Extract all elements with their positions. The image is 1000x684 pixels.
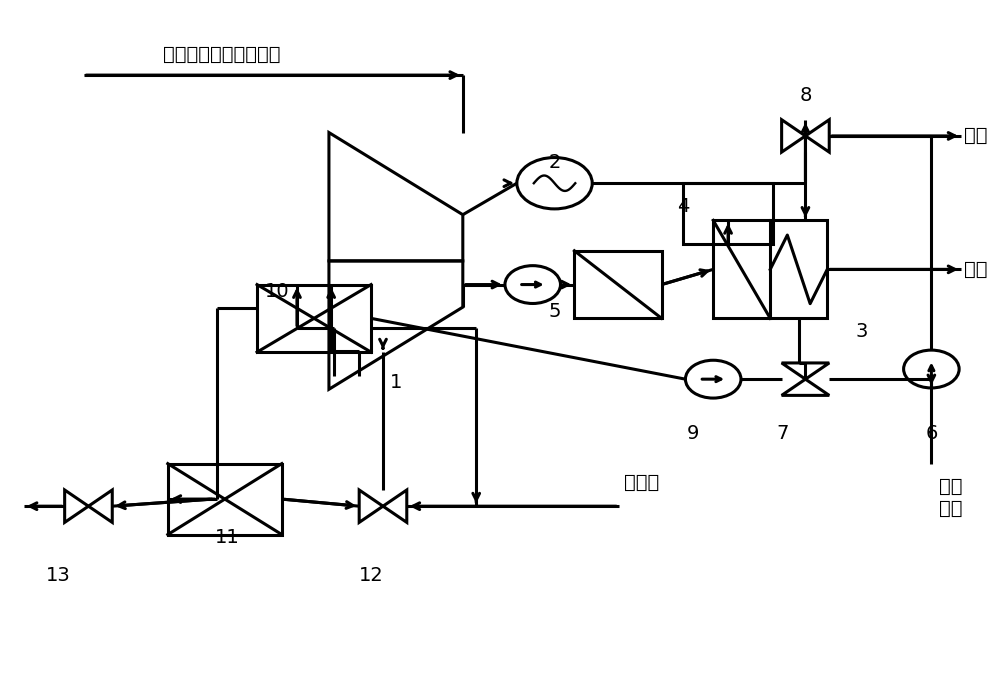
Text: 中低压连通管供热抄汽: 中低压连通管供热抄汽 xyxy=(163,45,280,64)
Bar xyxy=(713,220,827,318)
Text: 1: 1 xyxy=(390,373,402,392)
Text: 7: 7 xyxy=(776,423,789,443)
Text: 8: 8 xyxy=(799,86,812,105)
Text: 6: 6 xyxy=(925,423,938,443)
Text: 4: 4 xyxy=(677,198,690,216)
Text: 9: 9 xyxy=(687,423,700,443)
Text: 2: 2 xyxy=(548,153,561,172)
Text: 3: 3 xyxy=(856,322,868,341)
Text: 凝结水: 凝结水 xyxy=(624,473,659,492)
Text: 供水: 供水 xyxy=(964,127,988,146)
Text: 11: 11 xyxy=(215,529,240,547)
Text: 13: 13 xyxy=(46,566,71,585)
Text: 12: 12 xyxy=(359,566,383,585)
Bar xyxy=(683,183,773,244)
Bar xyxy=(168,464,282,535)
Bar xyxy=(574,251,662,318)
Text: 供暖
回水: 供暖 回水 xyxy=(939,477,963,518)
Text: 疏水: 疏水 xyxy=(964,260,988,279)
Text: 5: 5 xyxy=(548,302,561,321)
Text: 10: 10 xyxy=(265,282,289,301)
Bar xyxy=(257,285,371,352)
